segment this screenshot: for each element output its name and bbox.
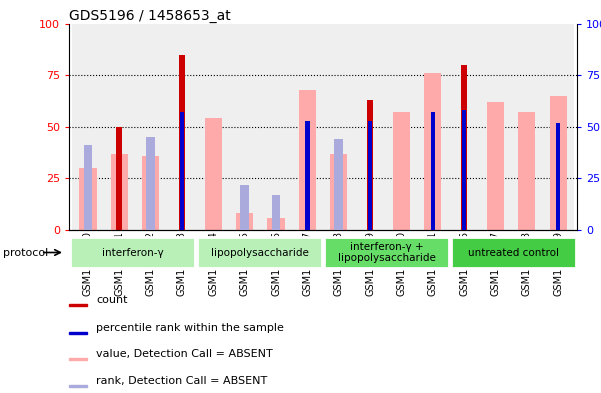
Bar [229,24,260,230]
Bar [330,154,347,230]
Bar [142,156,159,230]
Text: untreated control: untreated control [468,248,559,257]
Text: count: count [96,295,127,305]
Bar [430,112,435,230]
Bar [556,123,560,230]
Bar [179,55,185,230]
Bar [146,137,155,230]
Bar [166,24,198,230]
Bar [135,24,166,230]
Text: lipopolysaccharide: lipopolysaccharide [210,248,308,257]
Bar [424,73,441,230]
Bar [543,24,574,230]
Text: interferon-γ +
lipopolysaccharide: interferon-γ + lipopolysaccharide [338,242,436,263]
Text: protocol: protocol [3,248,48,257]
Bar [334,139,343,230]
Text: rank, Detection Call = ABSENT: rank, Detection Call = ABSENT [96,376,267,386]
Bar [72,24,103,230]
Bar [323,24,355,230]
Bar [549,96,567,230]
Bar [451,237,576,268]
Bar [180,112,184,230]
Bar [325,237,449,268]
Bar [462,65,467,230]
Text: GDS5196 / 1458653_at: GDS5196 / 1458653_at [69,9,231,22]
Bar [417,24,448,230]
Bar [70,237,195,268]
Bar [205,119,222,230]
Text: interferon-γ: interferon-γ [102,248,163,257]
Text: percentile rank within the sample: percentile rank within the sample [96,323,284,333]
Bar [291,24,323,230]
Bar [240,184,249,230]
Bar [305,121,310,230]
Bar [197,237,322,268]
Bar [69,304,87,306]
Bar [462,110,466,230]
Bar [355,24,386,230]
Bar [260,24,291,230]
Bar [299,90,316,230]
Bar [69,358,87,360]
Bar [79,168,97,230]
Bar [480,24,511,230]
Bar [267,217,285,230]
Bar [272,195,281,230]
Bar [103,24,135,230]
Bar [84,145,93,230]
Bar [368,121,372,230]
Bar [236,213,253,230]
Bar [198,24,229,230]
Bar [448,24,480,230]
Text: value, Detection Call = ABSENT: value, Detection Call = ABSENT [96,349,273,359]
Bar [511,24,543,230]
Bar [111,154,128,230]
Bar [393,112,410,230]
Bar [386,24,417,230]
Bar [117,127,122,230]
Bar [518,112,535,230]
Bar [69,332,87,334]
Bar [487,102,504,230]
Bar [367,100,373,230]
Bar [69,385,87,387]
